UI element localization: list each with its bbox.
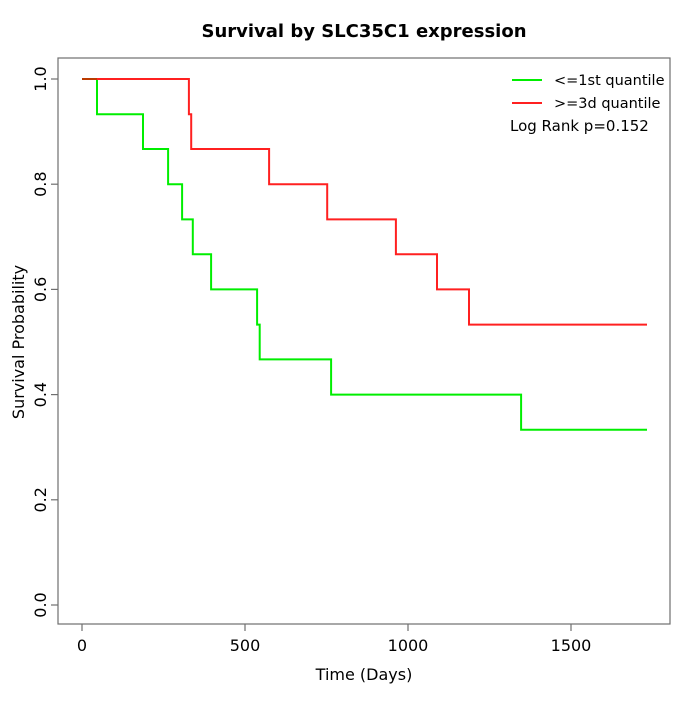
- y-axis: 0.0 0.2 0.4 0.6 0.8 1.0: [31, 66, 58, 618]
- y-tick-label: 0.2: [31, 487, 50, 512]
- legend-label-low-expression: <=1st quantile: [554, 73, 665, 89]
- plot-box: [57, 57, 671, 625]
- y-tick-label: 0.8: [31, 171, 50, 196]
- logrank-annotation: Log Rank p=0.152: [510, 117, 649, 135]
- chart-title: Survival by SLC35C1 expression: [201, 21, 526, 42]
- x-axis-label: Time (Days): [315, 665, 413, 684]
- y-tick-label: 0.6: [31, 277, 50, 302]
- legend: <=1st quantile >=3d quantile Log Rank p=…: [510, 73, 665, 135]
- y-tick-label: 1.0: [31, 66, 50, 91]
- y-tick-label: 0.4: [31, 382, 50, 407]
- legend-label-high-expression: >=3d quantile: [554, 96, 661, 112]
- survival-curves: [82, 78, 647, 431]
- survival-curve-high-expression: [82, 78, 647, 326]
- x-tick-label: 1500: [551, 636, 592, 655]
- survival-curve-low-expression: [82, 78, 647, 431]
- x-tick-label: 1000: [388, 636, 429, 655]
- y-axis-label: Survival Probability: [9, 265, 28, 419]
- x-tick-label: 500: [230, 636, 261, 655]
- y-tick-label: 0.0: [31, 592, 50, 617]
- x-tick-label: 0: [77, 636, 87, 655]
- x-axis: 0 500 1000 1500: [77, 624, 591, 655]
